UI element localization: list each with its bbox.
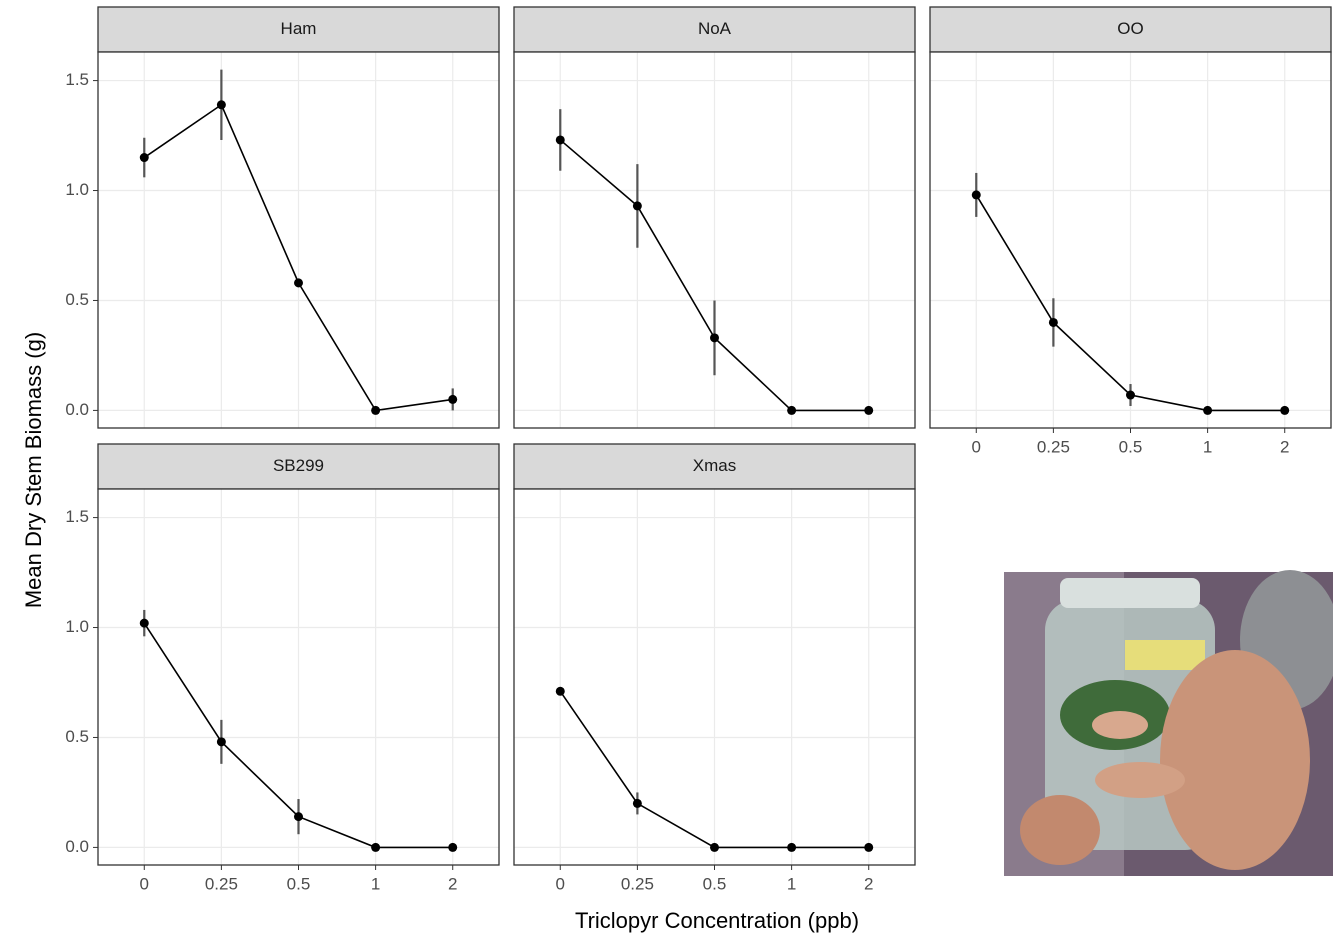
point	[864, 843, 873, 852]
x-tick-label: 0.25	[205, 874, 238, 893]
x-tick-label: 0.25	[1037, 437, 1070, 456]
y-axis-title: Mean Dry Stem Biomass (g)	[21, 332, 46, 608]
point	[710, 333, 719, 342]
strip-label: OO	[1117, 19, 1143, 38]
point	[448, 395, 457, 404]
y-tick-label: 1.5	[65, 70, 89, 89]
x-tick-label: 2	[448, 874, 457, 893]
point	[633, 201, 642, 210]
point	[972, 190, 981, 199]
point	[556, 135, 565, 144]
point	[633, 799, 642, 808]
point	[217, 100, 226, 109]
x-tick-label: 1	[1203, 437, 1212, 456]
y-tick-label: 0.0	[65, 400, 89, 419]
x-tick-label: 0	[140, 874, 149, 893]
point	[217, 737, 226, 746]
strip-label: Ham	[281, 19, 317, 38]
y-tick-label: 0.5	[65, 290, 89, 309]
point	[1203, 406, 1212, 415]
x-axis-title: Triclopyr Concentration (ppb)	[575, 908, 859, 933]
chart: Mean Dry Stem Biomass (g) Triclopyr Conc…	[0, 0, 1333, 938]
point	[448, 843, 457, 852]
x-tick-label: 1	[371, 874, 380, 893]
strip-label: Xmas	[693, 456, 736, 475]
strip-label: NoA	[698, 19, 732, 38]
x-tick-label: 1	[787, 874, 796, 893]
x-tick-label: 0.5	[703, 874, 727, 893]
point	[140, 619, 149, 628]
point	[1280, 406, 1289, 415]
point	[787, 843, 796, 852]
y-tick-label: 1.0	[65, 180, 89, 199]
x-tick-label: 2	[1280, 437, 1289, 456]
point	[1126, 391, 1135, 400]
point	[710, 843, 719, 852]
x-tick-label: 0	[972, 437, 981, 456]
strip-label: SB299	[273, 456, 324, 475]
point	[371, 843, 380, 852]
x-tick-label: 0.5	[287, 874, 311, 893]
y-tick-label: 0.5	[65, 727, 89, 746]
photo	[1004, 570, 1333, 876]
point	[787, 406, 796, 415]
point	[294, 278, 303, 287]
x-tick-label: 0.5	[1119, 437, 1143, 456]
x-tick-label: 0	[556, 874, 565, 893]
y-tick-label: 1.0	[65, 617, 89, 636]
point	[864, 406, 873, 415]
y-tick-label: 0.0	[65, 837, 89, 856]
point	[1049, 318, 1058, 327]
point	[556, 687, 565, 696]
point	[294, 812, 303, 821]
point	[371, 406, 380, 415]
point	[140, 153, 149, 162]
x-tick-label: 0.25	[621, 874, 654, 893]
x-tick-label: 2	[864, 874, 873, 893]
y-tick-label: 1.5	[65, 507, 89, 526]
